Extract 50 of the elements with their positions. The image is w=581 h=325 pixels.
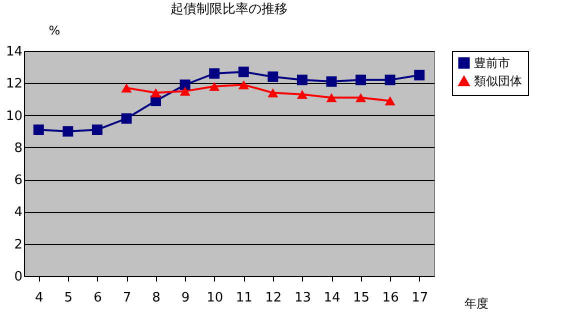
x-tick-label: 16 bbox=[382, 290, 399, 306]
point bbox=[209, 82, 220, 91]
x-tick-label: 7 bbox=[122, 290, 132, 306]
point bbox=[62, 126, 74, 137]
y-tick-label: 12 bbox=[6, 76, 22, 92]
point bbox=[209, 68, 220, 79]
point bbox=[384, 96, 396, 106]
x-tick-label: 5 bbox=[64, 290, 73, 306]
x-tick-label: 9 bbox=[181, 290, 190, 306]
point bbox=[268, 88, 278, 98]
x-tick-label: 6 bbox=[94, 290, 102, 306]
y-tick-label: 8 bbox=[14, 140, 22, 156]
point bbox=[33, 124, 44, 135]
x-tick-label: 11 bbox=[236, 290, 252, 306]
x-tick-label: 15 bbox=[353, 290, 370, 306]
point bbox=[296, 90, 308, 99]
x-tick-label: 12 bbox=[265, 290, 282, 306]
point bbox=[384, 74, 396, 86]
point bbox=[180, 86, 190, 96]
x-tick-label: 10 bbox=[206, 290, 224, 306]
y-tick-label: 2 bbox=[14, 237, 22, 252]
x-tick-label: 13 bbox=[294, 290, 311, 306]
y-tick-label: 10 bbox=[6, 108, 22, 124]
x-tick-label: 14 bbox=[324, 290, 340, 306]
point bbox=[180, 80, 190, 90]
y-tick-label: 0 bbox=[14, 270, 22, 284]
point bbox=[121, 113, 132, 124]
y-axis-title: % bbox=[48, 24, 60, 38]
point bbox=[356, 93, 366, 102]
y-tick-label: 14 bbox=[6, 44, 22, 60]
x-tick-label: 17 bbox=[412, 290, 428, 306]
point bbox=[326, 93, 337, 102]
x-tick-label: 8 bbox=[152, 290, 160, 306]
point bbox=[414, 70, 425, 80]
legend-label: 豊前市 bbox=[474, 56, 510, 70]
point bbox=[121, 83, 132, 93]
legend-label: 類似団体 bbox=[474, 74, 522, 88]
point bbox=[326, 76, 337, 87]
y-tick-label: 4 bbox=[14, 205, 22, 220]
point bbox=[238, 66, 249, 78]
x-axis-title: 年度 bbox=[464, 296, 488, 310]
point bbox=[296, 74, 308, 86]
point bbox=[150, 88, 162, 98]
point bbox=[238, 80, 249, 90]
y-tick-label: 6 bbox=[14, 173, 22, 188]
chart-title: 起債制限比率の推移 bbox=[170, 1, 288, 17]
x-tick-label: 4 bbox=[35, 290, 44, 306]
point bbox=[268, 71, 278, 82]
point bbox=[92, 124, 102, 135]
point bbox=[356, 74, 366, 86]
